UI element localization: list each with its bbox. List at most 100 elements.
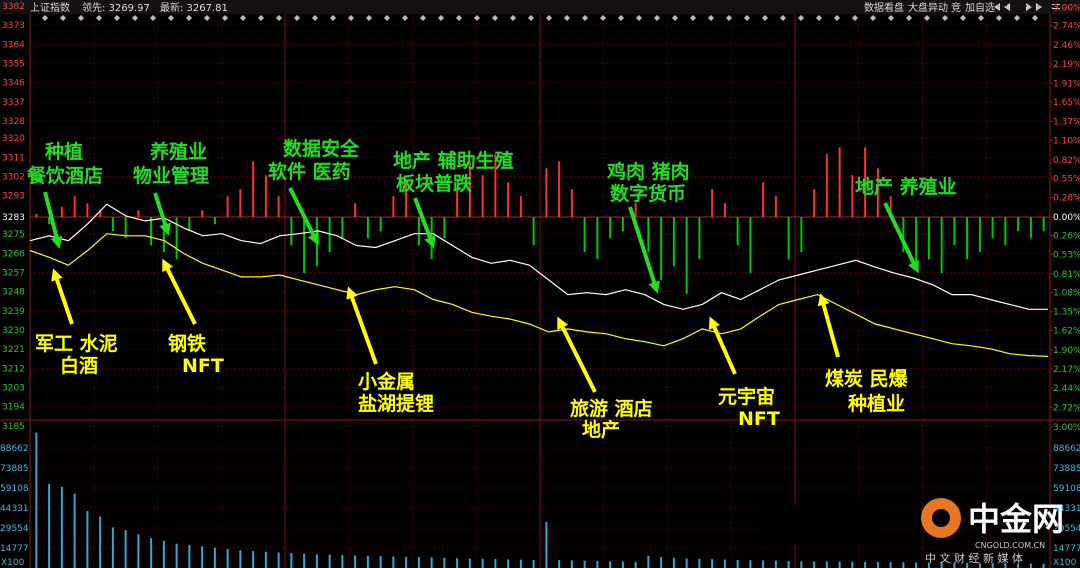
y2-tick-label: 0.82% <box>1053 156 1080 166</box>
volume-bar <box>532 559 535 568</box>
volume-bar <box>1017 563 1020 568</box>
breadth-bar <box>405 182 408 218</box>
event-marker <box>168 15 174 21</box>
breadth-bar <box>494 154 497 218</box>
volume-bar <box>366 555 369 568</box>
vol-tick-label: 14777 <box>1053 544 1080 554</box>
nav-icons[interactable] <box>994 3 1060 11</box>
site: CNGOLD.COM.CN <box>975 541 1045 550</box>
event-marker <box>96 15 102 21</box>
vol-tick-label: 59108 <box>0 484 29 494</box>
event-marker <box>42 15 48 21</box>
breadth-bar <box>456 189 459 218</box>
y2-tick-label: 0.55% <box>1053 175 1080 185</box>
breadth-bar <box>519 196 522 218</box>
y2-tick-label: 1.62% <box>1053 326 1080 336</box>
breadth-bar <box>927 217 930 260</box>
annotation-text: 数字货币 <box>610 182 686 205</box>
volume-bar <box>137 534 140 568</box>
breadth-bar <box>150 217 153 246</box>
volume-bar <box>1029 563 1032 568</box>
breadth-bar <box>953 217 956 246</box>
event-marker <box>762 15 768 21</box>
y2-tick-label: 1.91% <box>1053 80 1080 90</box>
volume-bar <box>978 563 981 568</box>
index-name: 上证指数 <box>30 1 70 14</box>
annotation-text: 军工 水泥 <box>35 333 118 355</box>
annotation-arrow <box>162 258 197 325</box>
annotation-arrow <box>628 206 660 294</box>
event-marker <box>1032 15 1038 21</box>
header-bar <box>0 0 1080 14</box>
annotation-text: 白酒 <box>60 354 98 377</box>
y-tick-label: 3311 <box>2 153 25 163</box>
volume-bar <box>902 562 905 568</box>
volume-bar <box>48 484 51 568</box>
slogan: 中 文 财 经 新 媒 体 <box>925 551 1023 565</box>
event-marker <box>564 15 570 21</box>
volume-bar <box>226 549 229 568</box>
vol-tick-label: 73885 <box>0 464 29 474</box>
tool[interactable]: 数据看盘 <box>864 1 904 14</box>
breadth-bar <box>60 206 63 218</box>
volume-bar <box>660 557 663 568</box>
vol-tick-label: 88662 <box>1053 444 1080 454</box>
breadth-bar <box>902 217 905 253</box>
y2-tick-label: 1.90% <box>1053 346 1080 356</box>
breadth-bar <box>468 161 471 218</box>
breadth-bar <box>124 217 127 239</box>
breadth-bar <box>774 196 777 218</box>
annotation-arrow <box>708 316 737 375</box>
breadth-bar <box>315 217 318 267</box>
volume-bar <box>609 561 612 568</box>
volume-bar <box>825 561 828 568</box>
event-marker <box>60 15 66 21</box>
annotation-text: 小金属 <box>358 370 415 393</box>
volume-bar <box>252 551 255 568</box>
volume-bar <box>711 559 714 568</box>
event-marker <box>780 15 786 21</box>
y2-tick-label: 1.37% <box>1053 117 1080 127</box>
tool[interactable]: 加自选 <box>965 1 995 14</box>
y2-tick-label: 3.00% <box>1053 423 1080 433</box>
volume-bar <box>354 555 357 568</box>
event-marker <box>186 15 192 21</box>
price-line <box>29 203 1048 310</box>
tool[interactable]: 竞 <box>951 1 961 14</box>
annotation-text: 种植 <box>44 140 83 163</box>
volume-bar <box>456 558 459 568</box>
breadth-bar <box>48 217 51 225</box>
event-marker <box>348 15 354 21</box>
volume-bar <box>494 559 497 568</box>
event-marker <box>690 15 696 21</box>
y-tick-label: 3266 <box>2 249 25 259</box>
breadth-bar <box>86 203 89 218</box>
event-marker <box>888 15 894 21</box>
annotation-arrow <box>51 268 74 325</box>
breadth-bar <box>876 168 879 218</box>
volume-bar <box>60 486 63 568</box>
tool[interactable]: 大盘异动 <box>908 1 948 14</box>
event-marker <box>330 15 336 21</box>
volume-bar <box>966 562 969 568</box>
event-marker <box>312 15 318 21</box>
event-marker <box>870 15 876 21</box>
breadth-bar <box>889 196 892 218</box>
volume-bar <box>507 559 510 568</box>
volume-bar <box>468 558 471 568</box>
volume-bar <box>558 560 561 568</box>
y-tick-label: 3302 <box>2 173 25 183</box>
breadth-bar <box>570 189 573 218</box>
y-tick-label: 3283 <box>2 213 25 223</box>
breadth-bar <box>685 217 688 295</box>
breadth-bar <box>239 189 242 218</box>
annotation-text: 数据安全 <box>283 137 360 160</box>
breadth-bar <box>328 217 331 253</box>
y2-tick-label: 2.72% <box>1053 403 1080 413</box>
vol-tick-label: 44331 <box>0 504 29 514</box>
event-marker <box>132 15 138 21</box>
volume-bar <box>201 546 204 568</box>
breadth-bar <box>825 154 828 218</box>
volume-bar <box>570 560 573 568</box>
breadth-bar <box>226 196 229 218</box>
